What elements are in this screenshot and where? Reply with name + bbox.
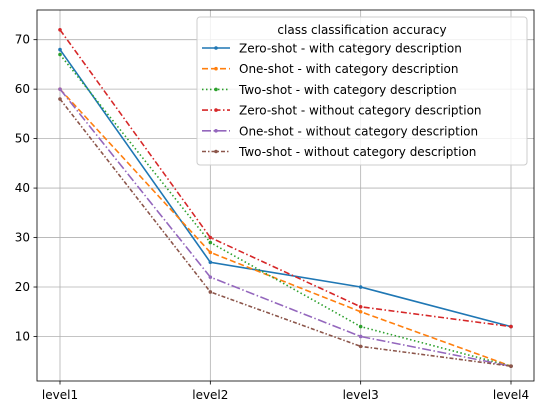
data-point xyxy=(208,235,213,240)
legend-entry: One-shot - without category description xyxy=(202,124,478,138)
legend: class classification accuracy Zero-shot … xyxy=(196,16,528,166)
legend-label: One-shot - with category description xyxy=(239,62,458,76)
legend-marker xyxy=(214,129,218,133)
y-tick-label: 50 xyxy=(15,132,30,146)
x-tick-label: level4 xyxy=(493,388,529,402)
legend-marker xyxy=(214,66,218,71)
legend-entry: Zero-shot - with category description xyxy=(202,42,462,56)
data-point xyxy=(58,27,62,32)
legend-entry: One-shot - with category description xyxy=(202,62,458,76)
x-tick-label: level2 xyxy=(192,388,228,402)
legend-label: Two-shot - with category description xyxy=(238,83,457,97)
data-point xyxy=(509,324,513,329)
data-point xyxy=(58,47,62,52)
data-point xyxy=(208,240,213,245)
data-point xyxy=(208,290,213,294)
data-point xyxy=(58,97,62,101)
y-axis: 10 20 30 40 50 60 70 xyxy=(15,33,37,343)
data-point xyxy=(358,309,363,314)
legend-label: Two-shot - without category description xyxy=(238,145,476,159)
legend-marker xyxy=(214,149,218,154)
x-axis: level1 level2 level3 level4 xyxy=(42,381,529,402)
legend-marker xyxy=(214,87,218,92)
legend-entry: Two-shot - without category description xyxy=(202,145,476,159)
y-tick-label: 20 xyxy=(15,280,30,294)
x-tick-label: level3 xyxy=(343,388,379,402)
legend-box xyxy=(196,16,528,166)
legend-label: Zero-shot - with category description xyxy=(239,42,462,56)
data-point xyxy=(358,324,363,329)
data-point xyxy=(58,87,62,91)
legend-entry: Two-shot - with category description xyxy=(202,83,457,97)
series-line xyxy=(59,49,512,328)
data-point xyxy=(358,334,363,339)
series-line xyxy=(59,54,512,367)
plot-frame xyxy=(36,9,535,382)
data-point xyxy=(358,344,363,349)
legend-label: Zero-shot - without category description xyxy=(239,104,482,118)
x-tick-label: level1 xyxy=(42,388,78,402)
data-point xyxy=(208,275,213,279)
y-tick-label: 10 xyxy=(15,329,30,343)
y-tick-label: 60 xyxy=(15,82,30,96)
legend-label: One-shot - without category description xyxy=(239,124,478,138)
data-point xyxy=(58,52,62,57)
legend-entry: Zero-shot - without category description xyxy=(202,104,482,118)
series-layer xyxy=(58,27,513,368)
series-6 xyxy=(58,97,513,368)
series-line xyxy=(59,88,512,367)
data-point xyxy=(208,260,213,265)
data-point xyxy=(208,250,213,255)
legend-title: class classification accuracy xyxy=(277,23,446,37)
series-line xyxy=(59,88,512,367)
series-line xyxy=(59,29,512,328)
data-point xyxy=(358,305,363,309)
data-point xyxy=(358,285,363,289)
series-line xyxy=(59,98,512,367)
legend-marker xyxy=(214,46,218,50)
y-tick-label: 40 xyxy=(15,181,30,195)
legend-marker xyxy=(214,108,218,112)
data-point xyxy=(509,364,513,368)
y-tick-label: 70 xyxy=(15,33,30,47)
y-tick-label: 30 xyxy=(15,231,30,245)
series-4 xyxy=(58,27,513,329)
